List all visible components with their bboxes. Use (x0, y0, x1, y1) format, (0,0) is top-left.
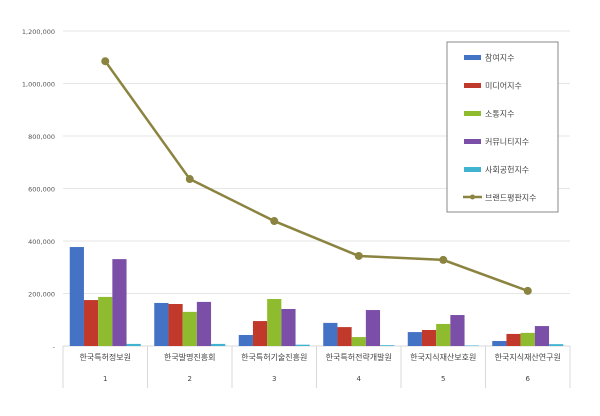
line-point-4 (354, 251, 363, 260)
category-number: 2 (188, 375, 192, 383)
bar-참여지수-3 (238, 334, 253, 346)
category-label: 한국지식재산보호원 (410, 352, 476, 362)
bar-참여지수-4 (323, 322, 338, 346)
line-브랜드평판지수 (104, 60, 529, 293)
bar-사회공헌지수-6 (549, 344, 564, 346)
legend-label: 소통지수 (485, 110, 514, 119)
legend-label: 미디어지수 (485, 81, 522, 91)
legend-label: 사회공헌지수 (485, 166, 529, 175)
legend-label: 참여지수 (485, 53, 514, 63)
bar-참여지수-6 (492, 341, 507, 346)
y-tick-label: 1,200,000 (22, 28, 55, 36)
y-tick-label: 1,000,000 (22, 81, 55, 89)
bar-소통지수-6 (520, 332, 535, 346)
y-tick-label: 200,000 (28, 291, 55, 299)
bar-소통지수-5 (436, 323, 451, 346)
legend-swatch (464, 83, 481, 88)
bar-사회공헌지수-3 (295, 344, 310, 346)
y-tick-label: 600,000 (28, 186, 55, 194)
bar-커뮤니티지수-1 (112, 259, 127, 346)
line-point-2 (185, 175, 194, 184)
legend-swatch (464, 139, 481, 144)
line-point-3 (270, 217, 279, 226)
legend-swatch (464, 55, 481, 60)
bar-사회공헌지수-5 (464, 345, 479, 346)
category-label: 한국지식재산연구원 (495, 352, 561, 362)
bar-소통지수-3 (267, 299, 282, 346)
legend-label: 커뮤니티지수 (485, 137, 529, 147)
legend-swatch (464, 167, 481, 172)
category-label: 한국발명진흥회 (164, 352, 216, 362)
bar-참여지수-1 (69, 247, 84, 346)
category-label: 한국특허전략개발원 (326, 352, 392, 362)
category-number: 4 (357, 375, 362, 383)
category-number: 3 (272, 375, 276, 383)
category-label: 한국특허정보원 (79, 352, 131, 362)
bar-미디어지수-6 (506, 333, 521, 346)
line-point-1 (101, 57, 110, 66)
category-number: 5 (441, 375, 445, 383)
bar-미디어지수-3 (252, 321, 268, 346)
bar-미디어지수-1 (83, 300, 99, 346)
category-label: 한국특허기술진흥원 (241, 352, 307, 362)
bar-미디어지수-4 (337, 327, 352, 346)
legend-swatch (464, 111, 481, 116)
bar-사회공헌지수-1 (126, 343, 141, 346)
bar-커뮤니티지수-5 (450, 315, 465, 346)
bar-사회공헌지수-4 (380, 345, 395, 346)
bar-소통지수-1 (98, 296, 113, 346)
bar-참여지수-5 (407, 332, 422, 346)
bar-소통지수-2 (182, 311, 197, 346)
bar-소통지수-4 (351, 337, 366, 346)
category-number: 6 (526, 375, 531, 383)
bar-사회공헌지수-2 (211, 343, 226, 346)
legend-label: 브랜드평판지수 (485, 193, 537, 203)
y-tick-label: - (53, 343, 56, 351)
bar-커뮤니티지수-6 (534, 326, 550, 346)
legend-marker (470, 194, 475, 200)
bar-참여지수-2 (154, 302, 169, 346)
legend-box (446, 41, 559, 213)
line-point-5 (439, 255, 448, 264)
bar-커뮤니티지수-3 (281, 308, 296, 346)
y-tick-label: 400,000 (28, 238, 55, 246)
bar-커뮤니티지수-2 (196, 301, 212, 346)
y-tick-label: 800,000 (28, 133, 55, 141)
category-number: 1 (103, 375, 107, 383)
line-point-6 (523, 286, 532, 295)
bar-미디어지수-5 (421, 329, 437, 346)
bar-커뮤니티지수-4 (365, 310, 381, 346)
bar-미디어지수-2 (168, 304, 183, 346)
